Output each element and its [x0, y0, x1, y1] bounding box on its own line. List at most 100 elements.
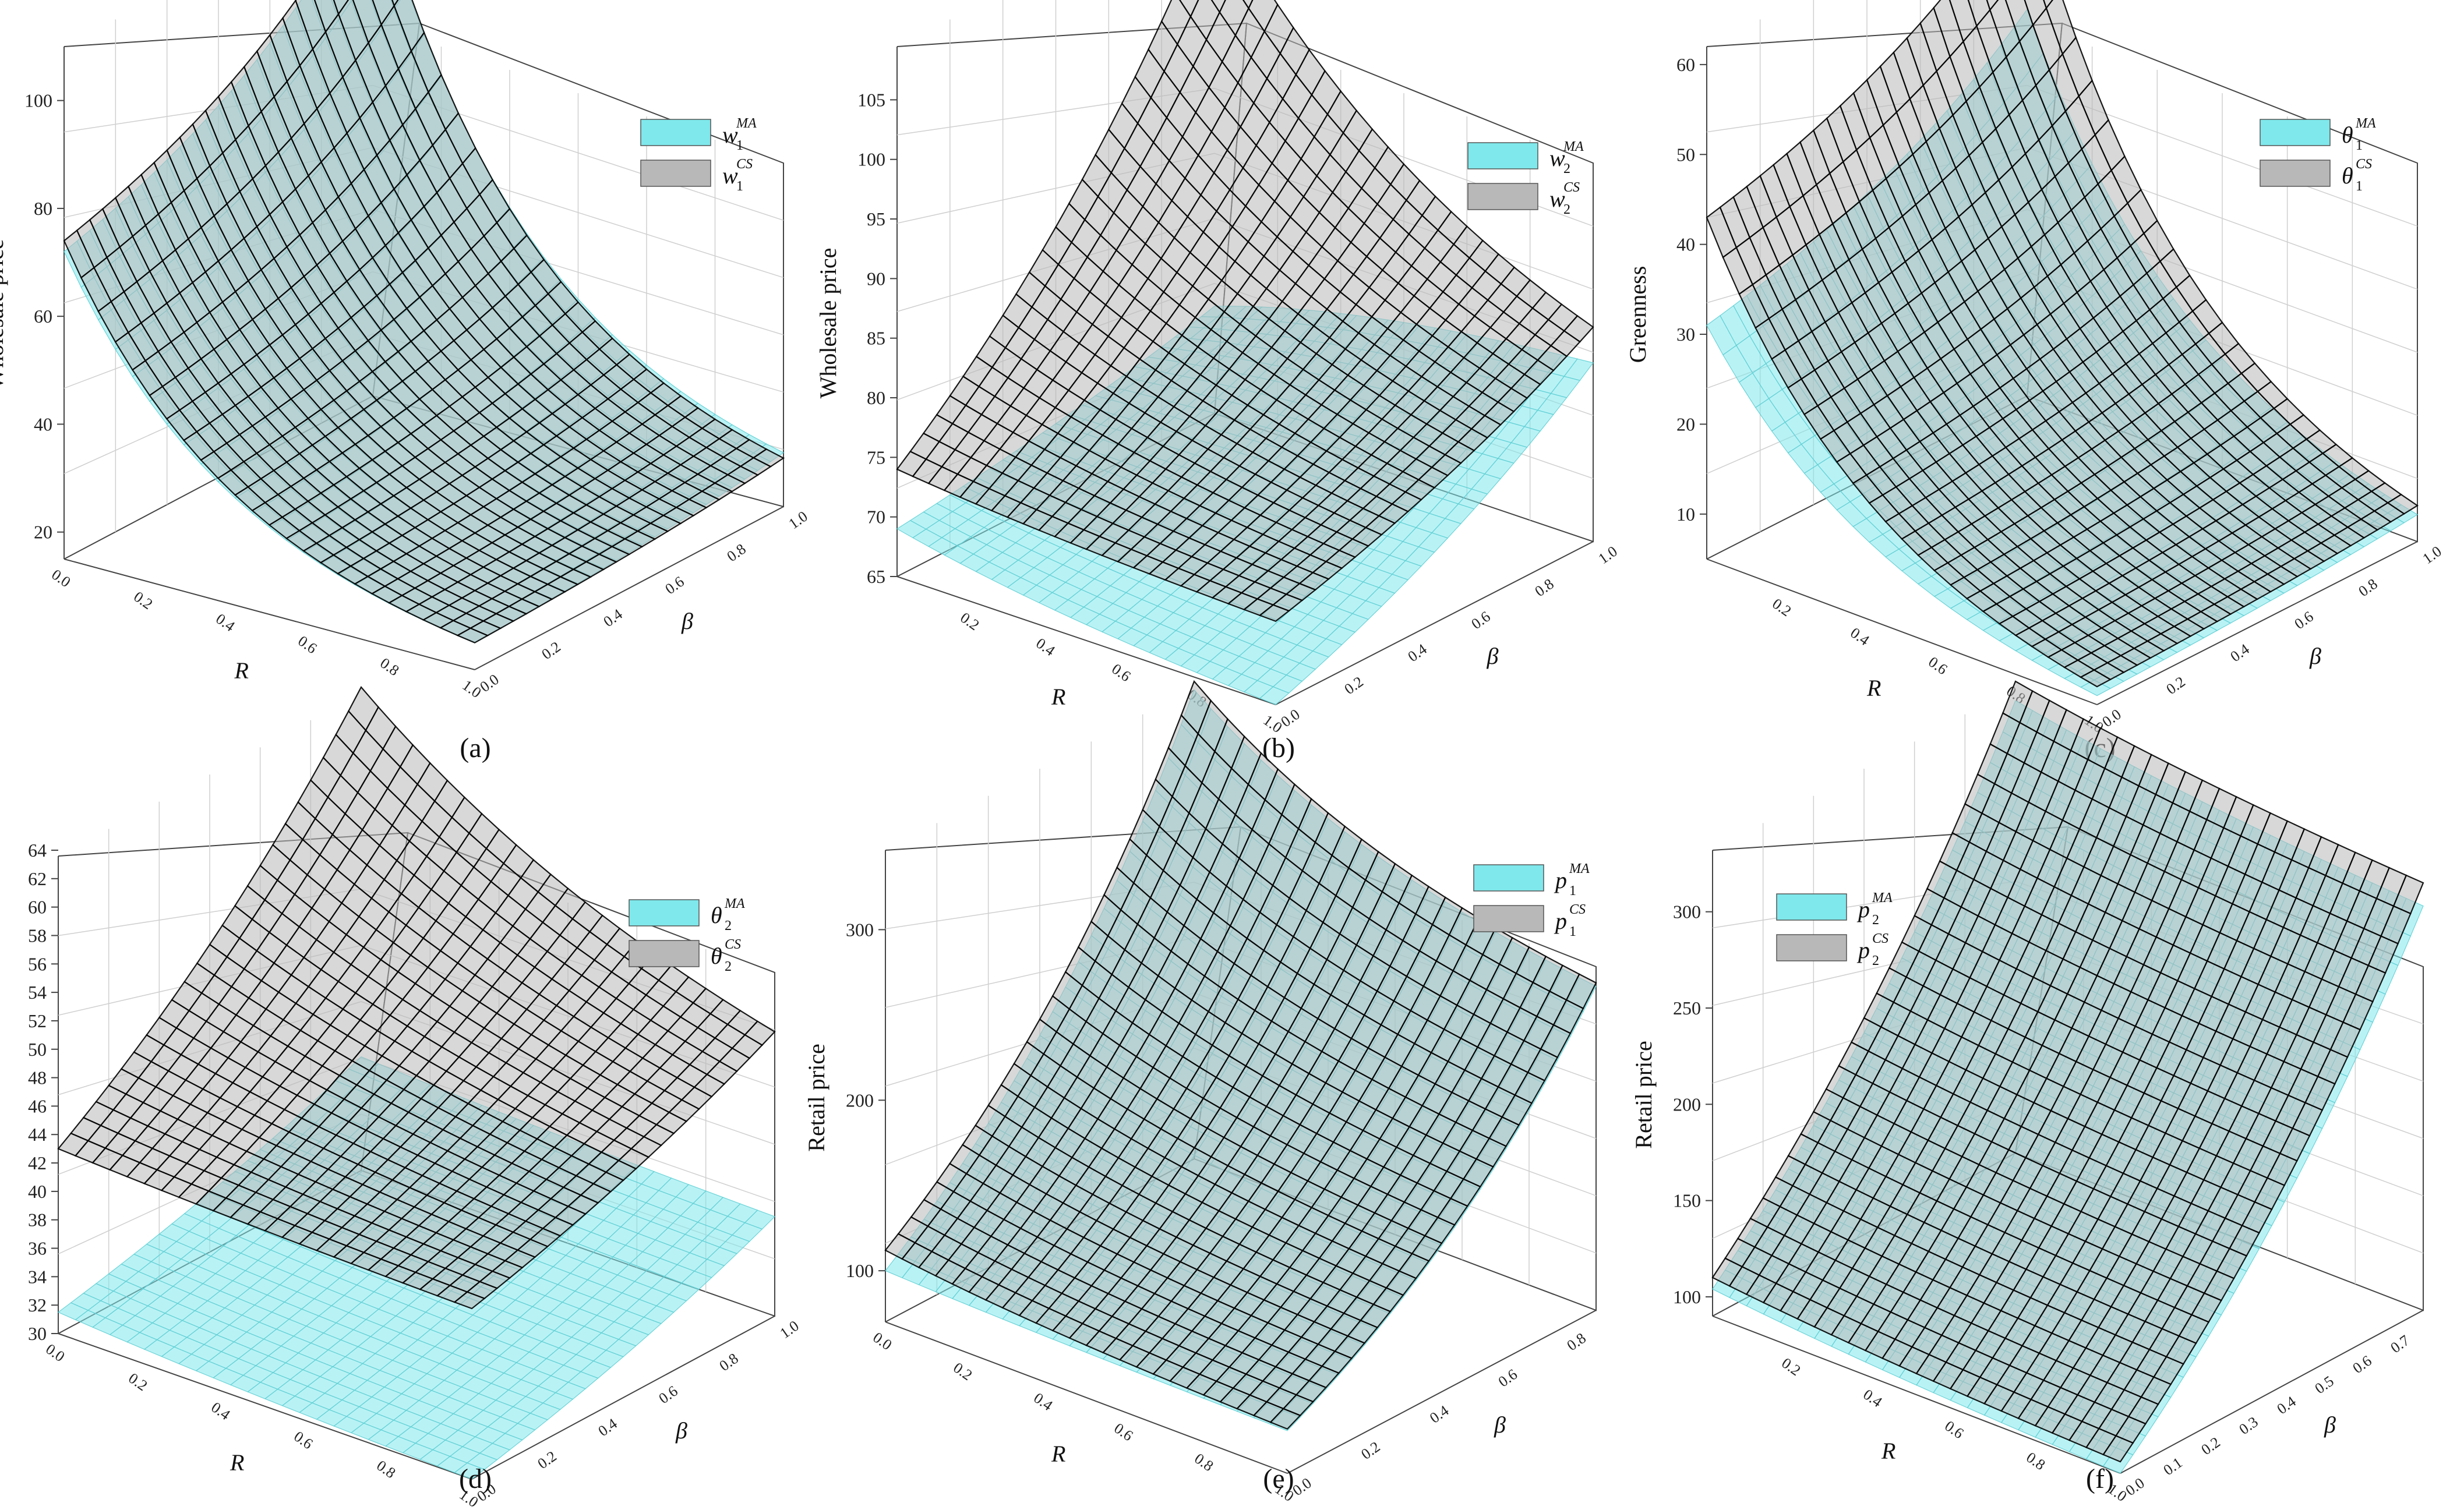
- z-axis-title: Wholesale price: [815, 248, 841, 399]
- y-tick-label: 0.6: [662, 573, 687, 597]
- panel-d: 3032343638404244464850525456586062640.00…: [0, 687, 802, 1510]
- z-tick-label: 100: [24, 90, 52, 111]
- y-tick-label: 0.2: [538, 638, 563, 663]
- y-tick-label: 0.8: [716, 1350, 741, 1374]
- x-tick-label: 0.0: [43, 1341, 68, 1365]
- x-tick-label: 0.8: [373, 1457, 398, 1481]
- surface-cs: [64, 0, 783, 643]
- x-tick-label: 0.4: [208, 1399, 233, 1423]
- z-tick-label: 54: [28, 982, 47, 1003]
- z-tick-label: 40: [34, 413, 52, 434]
- legend-superscript: CS: [725, 937, 741, 952]
- z-tick-label: 70: [867, 507, 885, 528]
- y-axis-title: β: [675, 1417, 687, 1444]
- y-tick-label: 0.8: [723, 540, 749, 565]
- z-tick-label: 56: [28, 953, 47, 974]
- z-tick-label: 62: [28, 868, 47, 889]
- y-tick-label: 0.6: [2291, 608, 2316, 632]
- z-tick-label: 80: [34, 198, 52, 219]
- legend-swatch-ma: [629, 900, 699, 926]
- z-tick-label: 90: [867, 268, 885, 289]
- legend-subscript: 2: [725, 918, 732, 933]
- legend-symbol: w: [722, 162, 738, 189]
- y-tick-label: 0.4: [595, 1415, 620, 1440]
- x-tick-label: 0.2: [130, 588, 156, 613]
- legend-symbol: w: [722, 122, 738, 148]
- z-tick-label: 100: [857, 149, 885, 170]
- legend-superscript: CS: [1563, 180, 1580, 195]
- z-tick-label: 80: [867, 387, 885, 408]
- x-tick-label: 0.4: [213, 610, 238, 635]
- legend-superscript: MA: [724, 896, 745, 911]
- figure-canvas: 20 40 60 80 100 0.0 0.2 0.4 0.6 0.8 1.0 0.0 0.2 0.4 0.…: [0, 0, 2464, 1510]
- z-tick-label: 60: [34, 306, 52, 327]
- legend-swatch-ma: [2260, 119, 2330, 146]
- z-tick-label: 10: [1676, 504, 1695, 525]
- legend-symbol: θ: [711, 943, 722, 969]
- y-tick-label: 0.2: [534, 1448, 559, 1472]
- panel-label: (d): [459, 1463, 492, 1494]
- panel-a: 204060801000.00.20.40.60.81.00.00.20.40.…: [0, 0, 811, 701]
- z-tick-label: 30: [28, 1323, 47, 1344]
- y-tick-label: 0.2: [1341, 673, 1366, 698]
- z-tick-label: 64: [28, 840, 47, 861]
- x-axis-title: R: [1866, 675, 1881, 701]
- z-tick-label: 36: [28, 1238, 47, 1259]
- z-tick-label: 50: [28, 1039, 47, 1060]
- legend-symbol: w: [1549, 186, 1565, 212]
- legend-symbol: θ: [711, 902, 722, 928]
- y-tick-label: 0.4: [2227, 641, 2252, 665]
- legend-swatch-cs: [1468, 183, 1538, 210]
- legend-swatch-cs: [629, 940, 699, 967]
- legend-subscript: 2: [725, 959, 732, 974]
- y-axis-title: β: [2309, 643, 2321, 669]
- panel-label: (a): [460, 733, 490, 763]
- x-tick-label: 0.4: [1033, 635, 1058, 659]
- z-tick-label: 65: [867, 566, 885, 587]
- x-tick-label: 0.6: [295, 632, 320, 657]
- z-tick-label: 60: [28, 897, 47, 918]
- y-axis-title: β: [681, 608, 693, 634]
- legend-swatch-ma: [1468, 143, 1538, 169]
- y-tick-label: 1.0: [1595, 543, 1620, 567]
- z-tick-label: 105: [857, 89, 885, 110]
- z-tick-label: 38: [28, 1210, 47, 1230]
- y-axis-title: β: [1487, 643, 1499, 669]
- legend-superscript: CS: [736, 157, 753, 172]
- legend-swatch-cs: [2260, 160, 2330, 186]
- z-tick-label: 58: [28, 925, 47, 946]
- legend-subscript: 1: [2356, 179, 2363, 194]
- x-tick-label: 0.2: [957, 609, 982, 634]
- y-tick-label: 0.4: [1404, 641, 1429, 665]
- z-tick-label: 20: [1676, 413, 1695, 434]
- z-axis-title: Greenness: [0, 1058, 2, 1155]
- x-tick-label: 0.2: [125, 1370, 150, 1394]
- z-tick-label: 30: [1676, 324, 1695, 345]
- x-axis-title: R: [234, 657, 249, 684]
- panel-c: 1020304050600.20.40.60.81.00.00.20.40.60…: [1625, 0, 2445, 736]
- legend-swatch-ma: [641, 119, 711, 146]
- legend-superscript: CS: [2356, 157, 2372, 172]
- z-tick-label: 44: [28, 1124, 47, 1145]
- y-tick-label: 1.0: [785, 508, 810, 532]
- panel-e: 1002003000.00.20.40.60.81.00.00.20.40.60…: [803, 681, 1596, 1505]
- z-tick-label: 34: [28, 1266, 47, 1287]
- legend-subscript: 2: [1563, 161, 1570, 176]
- x-tick-label: 0.4: [1847, 624, 1872, 649]
- z-tick-label: 75: [867, 447, 885, 468]
- x-tick-label: 0.6: [1109, 660, 1134, 685]
- z-tick-label: 40: [28, 1181, 47, 1202]
- z-tick-label: 50: [1676, 144, 1695, 165]
- x-tick-label: 0.6: [291, 1428, 316, 1452]
- y-tick-label: 0.2: [2163, 673, 2188, 698]
- legend-swatch-cs: [641, 160, 711, 186]
- legend: w1MAw1CS: [641, 116, 757, 194]
- legend-symbol: w: [1549, 145, 1565, 171]
- x-tick-label: 0.8: [377, 655, 402, 679]
- z-tick-label: 46: [28, 1095, 47, 1116]
- x-tick-label: 0.0: [48, 566, 73, 590]
- x-axis-title: R: [230, 1449, 244, 1476]
- legend-symbol: θ: [2342, 162, 2353, 189]
